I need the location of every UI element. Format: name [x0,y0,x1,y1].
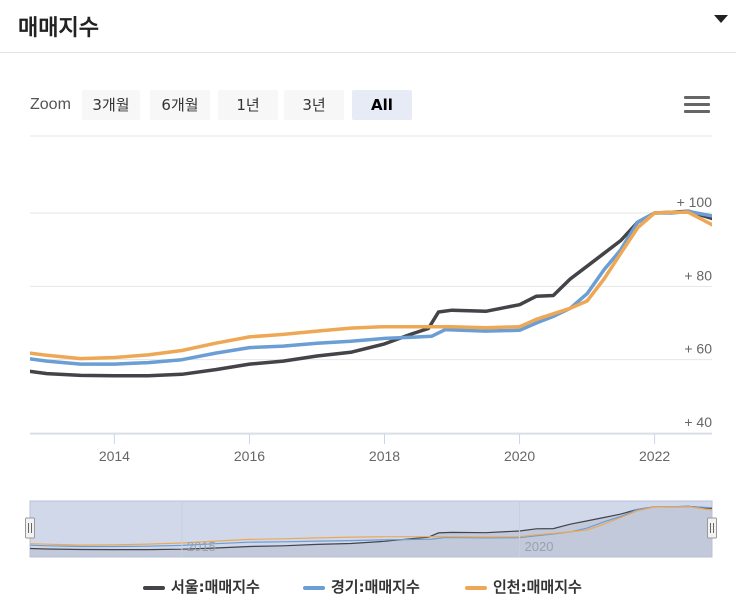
navigator-series-1 [29,505,713,548]
panel-header: 매매지수 [0,0,736,53]
legend-label: 인천:매매지수 [493,578,582,596]
zoom-6m-button[interactable]: 6개월 [150,90,210,120]
navigator[interactable]: 2015 2020 [25,500,717,558]
grid-lines [30,135,712,434]
x-tick-label: 2014 [99,448,130,464]
legend-swatch [303,586,325,590]
x-tick-label: 2018 [369,448,400,464]
y-tick-label: + 40 [684,414,712,430]
legend-label: 서울:매매지수 [171,578,260,596]
legend-swatch [143,586,165,590]
hamburger-menu-icon[interactable] [684,96,710,114]
navigator-series-0 [29,505,713,551]
series-line-0 [30,209,712,378]
navigator-left-handle[interactable] [25,517,35,539]
navigator-right-handle[interactable] [707,517,717,539]
y-tick-label: + 80 [684,267,712,283]
series-line-2 [30,210,712,361]
x-tick-label: 2016 [234,448,265,464]
x-tick-label: 2020 [504,448,535,464]
legend: 서울:매매지수 경기:매매지수 인천:매매지수 [0,576,736,598]
legend-label: 경기:매매지수 [331,578,420,596]
x-axis: 2014 2016 2018 2020 2022 [30,433,712,464]
caret-down-icon[interactable] [714,15,728,23]
zoom-label: Zoom [30,96,71,113]
series-lines [30,209,712,378]
y-tick-label: + 60 [684,341,712,357]
line-chart: 2014 2016 2018 2020 2022 + 40 + 60 + 80 + 100 2… [25,135,717,558]
navigator-tick-label: 2020 [525,539,554,554]
navigator-tick-label: 2015 [187,539,216,554]
zoom-1y-button[interactable]: 1년 [218,90,278,120]
y-axis: + 40 + 60 + 80 + 100 [677,194,713,430]
zoom-3m-button[interactable]: 3개월 [82,90,140,120]
legend-swatch [465,586,487,590]
zoom-all-button[interactable]: All [352,90,412,120]
navigator-series-2 [29,506,713,546]
zoom-3y-button[interactable]: 3년 [284,90,344,120]
panel-title: 매매지수 [18,16,99,41]
series-line-1 [30,209,712,366]
navigator-area [30,506,712,557]
y-tick-label: + 100 [677,194,713,210]
x-tick-label: 2022 [639,448,670,464]
